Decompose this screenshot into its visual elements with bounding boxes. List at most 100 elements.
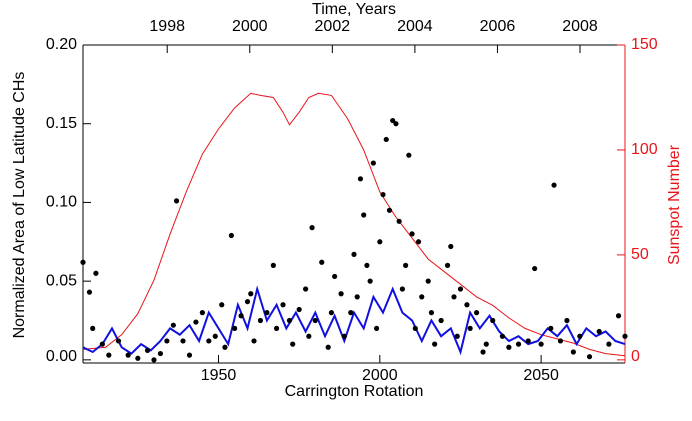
y-tick-label: 0.15	[46, 115, 77, 132]
scatter-point	[173, 198, 180, 204]
x2-tick-label: 2000	[232, 18, 268, 35]
scatter-point	[377, 239, 383, 245]
scatter-point	[499, 333, 506, 339]
scatter-point	[264, 310, 270, 316]
scatter-point	[106, 352, 112, 358]
scatter-point	[606, 341, 612, 347]
y2-tick-label: 50	[631, 246, 649, 263]
y-axis-label: Normalized Area of Low Latitude CHs	[11, 72, 28, 339]
scatter-point	[596, 328, 602, 335]
scatter-point	[99, 341, 105, 347]
scatter-point	[170, 322, 176, 328]
scatter-point	[80, 259, 86, 265]
y2-tick-label: 100	[631, 141, 658, 158]
scatter-point	[244, 299, 251, 305]
scatter-point	[238, 313, 244, 319]
sunspot-line	[82, 92, 626, 357]
scatter-point	[351, 251, 357, 257]
scatter-point	[412, 325, 418, 331]
scatter-point	[393, 121, 399, 127]
scatter-point	[257, 317, 264, 324]
scatter-point	[464, 302, 470, 308]
scatter-point	[506, 344, 512, 350]
x2-axis-label: Time, Years	[312, 1, 396, 18]
area-line	[82, 285, 626, 356]
scatter-point	[551, 182, 557, 188]
scatter-point	[280, 302, 286, 308]
y2-tick-label: 150	[631, 36, 658, 53]
scatter-point	[419, 294, 425, 300]
scatter-point	[373, 325, 380, 331]
scatter-point	[386, 207, 393, 213]
x2-tick-label: 2008	[562, 18, 598, 35]
scatter-point	[409, 231, 415, 237]
scatter-point	[428, 310, 435, 316]
scatter-point	[370, 160, 376, 166]
scatter-point	[622, 333, 628, 339]
scatter-point	[312, 317, 318, 324]
scatter-point	[212, 333, 218, 339]
scatter-point	[361, 212, 367, 218]
scatter-point	[467, 325, 473, 331]
scatter-point	[144, 347, 151, 354]
scatter-point	[273, 325, 280, 331]
scatter-point	[157, 350, 164, 357]
scatter-point	[457, 286, 464, 292]
scatter-point	[328, 310, 335, 316]
scatter-point	[399, 286, 405, 292]
x-tick-label: 2050	[523, 367, 559, 384]
scatter-point	[164, 338, 170, 344]
scatter-point	[90, 325, 96, 331]
scatter-point	[338, 291, 344, 297]
scatter-point	[390, 117, 396, 124]
scatter-point	[367, 278, 373, 284]
scatter-point	[538, 341, 544, 347]
scatter-point	[525, 338, 531, 344]
scatter-point	[125, 352, 131, 358]
scatter-point	[306, 333, 312, 339]
scatter-point	[332, 273, 338, 280]
scatter-point	[473, 310, 480, 316]
scatter-point	[564, 317, 570, 324]
scatter-point	[341, 333, 347, 339]
scatter-point	[454, 333, 460, 339]
scatter-point	[228, 232, 235, 239]
scatter-point	[206, 338, 212, 344]
scatter-point	[425, 278, 431, 284]
x2-tick-label: 2004	[397, 18, 433, 35]
scatter-point	[438, 317, 444, 324]
scatter-point	[383, 136, 389, 143]
scatter-point	[432, 341, 438, 347]
scatter-point	[193, 319, 199, 325]
scatter-point	[186, 352, 193, 358]
scatter-point	[415, 239, 422, 245]
scatter-point	[251, 338, 257, 344]
scatter-point	[232, 325, 238, 331]
scatter-point	[548, 325, 554, 331]
scatter-point	[515, 341, 522, 347]
scatter-point	[615, 313, 622, 319]
scatter-point	[490, 317, 496, 324]
scatter-point	[199, 310, 205, 316]
y-tick-label: 0.05	[46, 272, 77, 289]
scatter-point	[577, 333, 583, 339]
scatter-point	[444, 262, 451, 268]
scatter-point	[222, 344, 228, 350]
y-tick-label: 0.20	[46, 36, 77, 53]
scatter-point	[451, 294, 457, 300]
x-axis-label: Carrington Rotation	[285, 383, 424, 400]
scatter-point	[93, 270, 99, 276]
scatter-point	[586, 354, 593, 360]
scatter-point	[396, 218, 402, 224]
scatter-point	[219, 302, 225, 308]
scatter-point	[296, 306, 302, 313]
scatter-point	[115, 338, 122, 344]
scatter-point	[151, 357, 157, 363]
scatter-point	[309, 225, 315, 231]
scatter-point	[380, 191, 386, 198]
scatter-point	[286, 317, 293, 324]
scatter-point	[270, 262, 276, 268]
scatter-point	[248, 291, 254, 297]
scatter-point	[557, 338, 564, 344]
